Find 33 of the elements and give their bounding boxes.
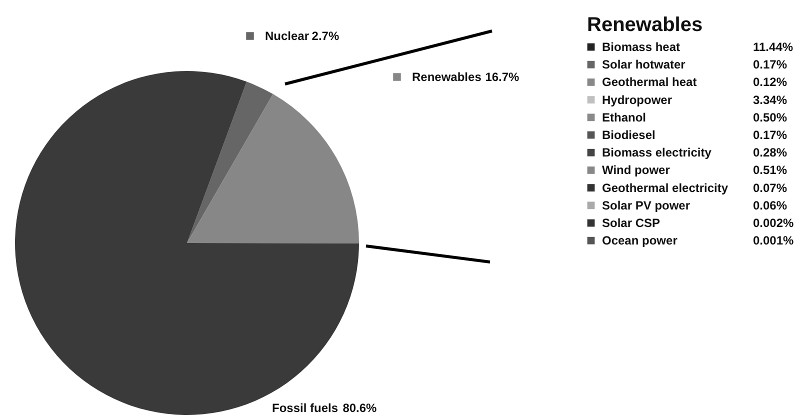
category-label: Biomass heat [602,40,680,54]
data-label: 16.7% [485,70,520,84]
category-label: Hydropower [602,92,672,107]
text: 0.17% [753,128,788,142]
text: 0.50% [753,110,788,124]
category-label: Biomass electricity [602,146,712,160]
text: 0.28% [753,146,788,160]
category-label: Ocean power [602,234,678,248]
text: Renewables [587,14,703,36]
category-label: Geothermal electricity [602,180,728,195]
text: 0.12% [753,75,788,90]
text: 3.34% [753,92,788,107]
category-label: Solar hotwater [602,58,686,72]
category-label: Solar CSP [602,216,660,230]
text: 0.001% [753,234,794,248]
pie-slice [187,82,273,243]
data-label: 2.7% [312,29,340,43]
data-label: 80.6% [342,401,378,415]
slice-label: Fossil fuels [272,401,338,415]
text: 0.07% [753,180,788,195]
category-label: Ethanol [602,110,646,124]
text: 11.44% [753,40,794,54]
pie-slice [187,94,359,244]
text: 0.06% [753,198,788,212]
text: 0.51% [753,163,788,178]
category-label: Biodiesel [602,128,656,142]
legend-label: Nuclear [265,29,310,43]
category-label: Wind power [602,163,670,178]
text: 0.17% [753,58,788,72]
legend-label: Renewables [412,70,482,84]
category-label: Solar PV power [602,198,690,212]
text: 0.002% [753,216,794,230]
category-label: Geothermal heat [602,75,697,90]
